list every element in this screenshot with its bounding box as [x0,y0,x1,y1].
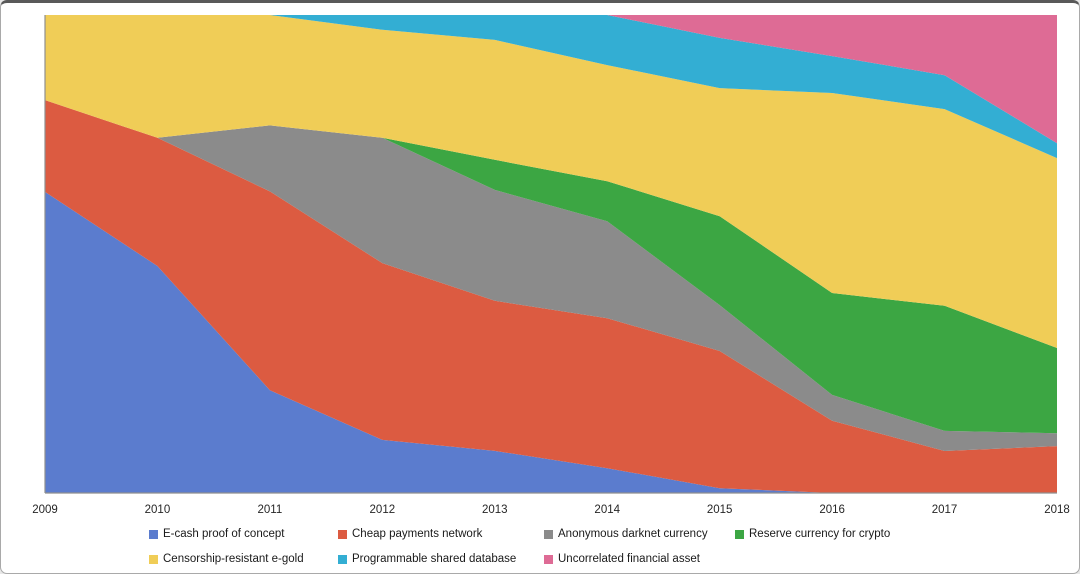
x-axis-label: 2012 [370,504,396,516]
x-axis-label: 2014 [594,504,620,516]
area-uncorrelated-financial-asset [45,15,1057,144]
x-axis-label: 2017 [932,504,958,516]
x-axis-label: 2010 [145,504,171,516]
area-anonymous-darknet-currency [45,100,1057,451]
x-axis-label: 2015 [707,504,733,516]
x-axis-label: 2018 [1044,504,1070,516]
area-censorship-resistant-e-gold [45,15,1057,348]
x-axis-label: 2011 [258,504,283,516]
x-axis-label: 2016 [819,504,845,516]
area-e-cash-proof-of-concept [45,191,1057,493]
x-axis-label: 2009 [32,504,58,516]
area-reserve-currency-for-crypto [45,100,1057,434]
area-programmable-shared-database [45,15,1057,159]
stacked-area-chart: 2009 2010 2011 2012 2013 2014 2015 2016 2017 2018 [32,15,1070,516]
area-cheap-payments-network [45,100,1057,493]
x-axis-label: 2013 [482,504,508,516]
